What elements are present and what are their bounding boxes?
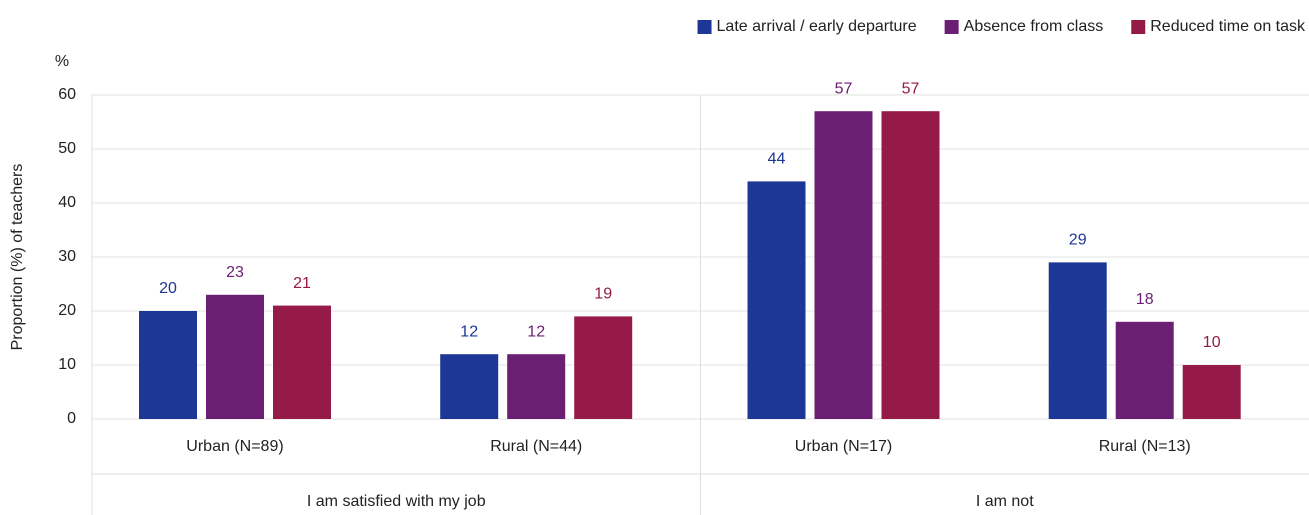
- bar: [1048, 262, 1107, 419]
- legend-swatch: [944, 20, 959, 34]
- legend-swatch: [697, 20, 712, 34]
- value-label: 57: [902, 80, 920, 97]
- group-label: I am not: [976, 493, 1034, 510]
- y-tick-label: 60: [58, 86, 76, 103]
- value-label: 21: [293, 275, 311, 292]
- y-tick-label: 20: [58, 302, 76, 319]
- y-tick-label: 0: [67, 410, 76, 427]
- value-label: 12: [527, 323, 545, 340]
- bar: [1182, 365, 1241, 419]
- x-tick-label: Rural (N=44): [490, 438, 582, 455]
- bar: [574, 316, 633, 419]
- value-label: 18: [1136, 291, 1154, 308]
- x-tick-label: Rural (N=13): [1099, 438, 1191, 455]
- value-label: 23: [226, 264, 244, 281]
- bar: [272, 305, 331, 419]
- bar: [747, 181, 806, 419]
- bar: [1115, 321, 1174, 419]
- value-label: 44: [768, 151, 786, 168]
- value-label: 57: [835, 80, 853, 97]
- y-axis-title: Proportion (%) of teachers: [9, 164, 26, 351]
- x-tick-label: Urban (N=89): [186, 438, 283, 455]
- value-label: 20: [159, 280, 177, 297]
- value-label: 19: [594, 286, 612, 303]
- bar: [440, 354, 499, 419]
- y-tick-label: 50: [58, 140, 76, 157]
- group-label: I am satisfied with my job: [307, 493, 486, 510]
- bar: [507, 354, 566, 419]
- y-tick-label: 40: [58, 194, 76, 211]
- x-tick-label: Urban (N=17): [795, 438, 892, 455]
- bar: [881, 111, 940, 419]
- legend-swatch: [1131, 20, 1146, 34]
- value-label: 29: [1069, 232, 1087, 249]
- y-tick-label: 10: [58, 356, 76, 373]
- bar: [138, 311, 197, 419]
- bar: [205, 294, 264, 419]
- value-label: 10: [1203, 334, 1221, 351]
- y-tick-label: 30: [58, 248, 76, 265]
- bar: [814, 111, 873, 419]
- legend-label: Absence from class: [964, 18, 1104, 35]
- legend-label: Late arrival / early departure: [717, 18, 917, 35]
- value-label: 12: [460, 323, 478, 340]
- y-unit: %: [55, 53, 69, 70]
- legend-label: Reduced time on task: [1150, 18, 1306, 35]
